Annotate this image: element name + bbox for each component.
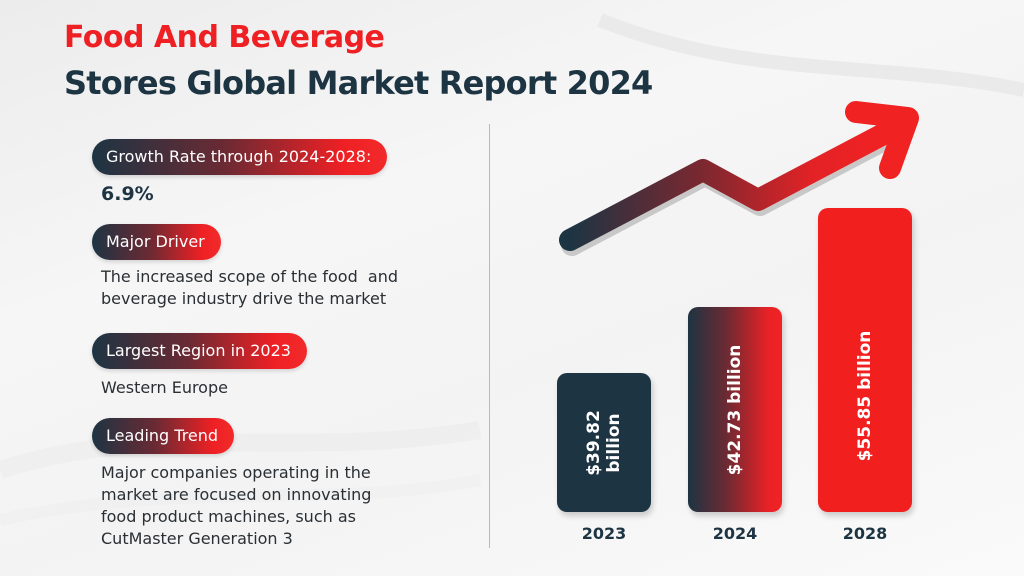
major-driver-text: The increased scope of the food and beve… [101,266,398,310]
leading-trend-line: CutMaster Generation 3 [101,529,293,548]
growth-rate-pill: Growth Rate through 2024-2028: [92,139,388,175]
vertical-divider [489,124,490,548]
leading-trend-pill: Leading Trend [92,418,235,454]
leading-trend-text: Major companies operating in the market … [101,462,371,550]
bar-2023-value-line1: $39.82 [584,409,604,476]
leading-trend-line: food product machines, such as [101,507,356,526]
largest-region-value: Western Europe [101,378,228,397]
page-title-line2: Stores Global Market Report 2024 [64,64,653,102]
year-label-2024: 2024 [712,524,758,543]
growth-rate-value: 6.9% [101,183,154,205]
largest-region-pill: Largest Region in 2023 [92,333,307,369]
leading-trend-line: market are focused on innovating [101,485,372,504]
bar-2028-value: $55.85 billion [855,331,875,462]
bar-2023: $39.82 billion [557,373,651,512]
major-driver-pill: Major Driver [92,224,221,260]
bar-2028: $55.85 billion [818,208,912,512]
major-driver-line: beverage industry drive the market [101,289,387,308]
bar-2023-value: $39.82 billion [584,410,624,476]
bar-2023-value-line2: billion [604,412,624,473]
major-driver-line: The increased scope of the food and [101,267,399,286]
year-label-2028: 2028 [842,524,888,543]
leading-trend-line: Major companies operating in the [101,463,371,482]
year-label-2023: 2023 [581,524,627,543]
bar-2024-value: $42.73 billion [725,344,745,475]
trend-up-arrow-icon [559,101,919,256]
bar-2024: $42.73 billion [688,307,782,512]
page-title-line1: Food And Beverage [64,20,385,55]
